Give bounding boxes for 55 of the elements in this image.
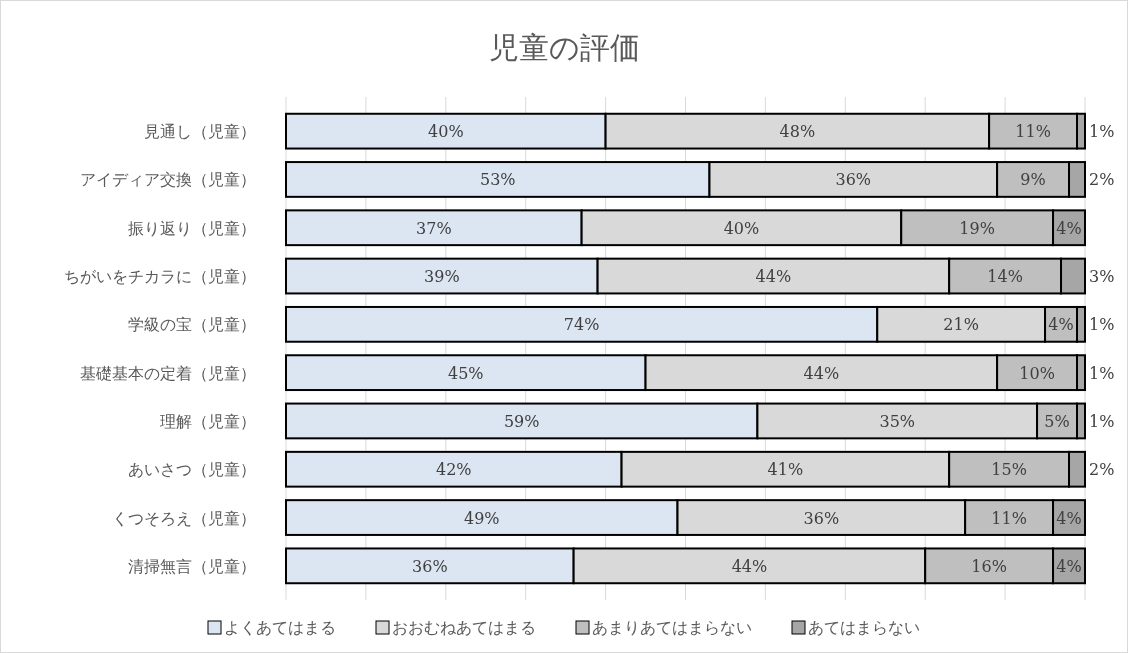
legend-label: おおむねあてはまる [392, 618, 536, 637]
data-label: 41% [767, 460, 804, 480]
y-tick-label: くつそろえ（児童） [112, 508, 256, 528]
chart-title: 児童の評価 [488, 30, 640, 65]
data-label: 37% [416, 218, 452, 238]
data-label: 15% [991, 460, 1027, 480]
data-label: 19% [959, 218, 995, 238]
data-label: 1% [1089, 363, 1115, 383]
data-label: 45% [447, 363, 484, 383]
data-label: 10% [1019, 363, 1055, 383]
data-label: 16% [971, 556, 1007, 576]
data-label: 4% [1048, 315, 1074, 335]
legend-label: あてはまらない [808, 618, 920, 637]
data-label: 44% [731, 556, 768, 576]
data-label: 3% [1089, 267, 1115, 287]
data-label: 11% [1015, 122, 1051, 142]
data-label: 2% [1089, 460, 1115, 480]
data-label: 36% [412, 556, 448, 576]
data-label: 1% [1089, 315, 1115, 335]
data-label: 40% [428, 122, 464, 142]
data-label: 5% [1044, 411, 1070, 431]
data-label: 39% [424, 267, 460, 287]
y-tick-label: 清掃無言（児童） [128, 556, 256, 576]
y-tick-label: 見通し（児童） [144, 122, 256, 142]
data-label: 9% [1020, 170, 1046, 190]
y-tick-label: 基礎基本の定着（児童） [80, 363, 256, 383]
data-label: 4% [1056, 508, 1082, 528]
legend-label: あまりあてはまらない [592, 618, 752, 637]
data-label: 40% [723, 218, 760, 238]
y-tick-label: アイディア交換（児童） [80, 170, 256, 190]
data-label: 49% [463, 508, 500, 528]
data-label: 59% [503, 411, 540, 431]
data-label: 1% [1089, 411, 1115, 431]
data-label: 36% [835, 170, 872, 190]
y-tick-label: 理解（児童） [160, 411, 256, 431]
data-label: 36% [803, 508, 840, 528]
y-tick-label: 学級の宝（児童） [128, 315, 256, 335]
data-label: 44% [803, 363, 840, 383]
y-tick-label: ちがいをチカラに（児童） [64, 267, 256, 287]
data-label: 11% [991, 508, 1027, 528]
data-label: 1% [1089, 122, 1115, 142]
data-label: 74% [563, 315, 600, 335]
y-tick-label: 振り返り（児童） [128, 218, 256, 238]
data-label: 44% [755, 267, 792, 287]
data-label: 4% [1056, 218, 1082, 238]
data-label: 48% [779, 122, 816, 142]
data-label: 53% [479, 170, 516, 190]
text: よくあてはまる [224, 618, 336, 637]
data-label: 4% [1056, 556, 1082, 576]
data-label: 14% [987, 267, 1023, 287]
y-tick-label: あいさつ（児童） [128, 460, 256, 480]
data-label: 21% [943, 315, 979, 335]
data-label: 2% [1089, 170, 1115, 190]
data-label: 42% [436, 460, 472, 480]
data-label: 35% [879, 411, 916, 431]
